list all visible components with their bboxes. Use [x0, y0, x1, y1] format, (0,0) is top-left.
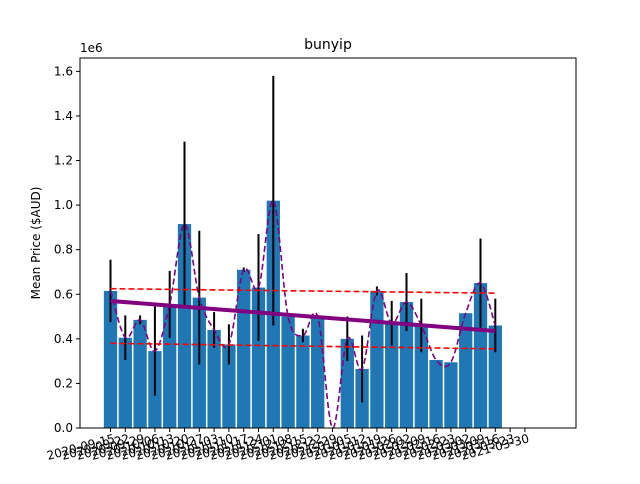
bar [444, 362, 458, 428]
bar [459, 313, 473, 428]
bar [340, 338, 354, 428]
y-tick-label: 1.0 [54, 198, 73, 212]
bar [118, 337, 132, 428]
bar [103, 290, 118, 428]
y-scale-label: 1e6 [80, 41, 103, 55]
lines-layer [109, 199, 497, 429]
y-tick-label: 0.2 [54, 376, 73, 390]
bar [177, 224, 192, 428]
bar [488, 325, 502, 428]
y-tick-label: 1.6 [54, 64, 73, 78]
bar [163, 304, 177, 428]
y-axis-label: Mean Price ($AUD) [29, 187, 43, 300]
y-tick-label: 1.4 [54, 109, 73, 123]
bar [385, 323, 399, 428]
bar [370, 290, 384, 428]
bar [399, 302, 414, 428]
y-tick-label: 0.0 [54, 421, 73, 435]
bar [222, 344, 236, 428]
y-tick-label: 1.2 [54, 154, 73, 168]
y-axis: 0.0 0.2 0.4 0.6 0.8 1.0 1.2 1.4 1.6 [54, 64, 80, 435]
chart-title: bunyip [304, 37, 352, 53]
y-tick-label: 0.4 [54, 332, 73, 346]
bar [414, 325, 428, 428]
upper-bound-line [110, 287, 496, 294]
bar [237, 269, 251, 428]
trend-line [110, 298, 496, 334]
y-tick-label: 0.6 [54, 287, 73, 301]
bar [207, 329, 221, 428]
y-tick-label: 0.8 [54, 243, 73, 257]
bar [281, 316, 295, 428]
interpolation-line [109, 199, 497, 429]
bar [473, 283, 488, 428]
bar [251, 287, 266, 428]
lower-bound-line [110, 342, 496, 350]
axes-frame [79, 57, 577, 429]
x-axis: 2020-09-152020-09-222020-09-292020-10-06… [45, 428, 531, 463]
bar [429, 360, 443, 428]
bar [311, 316, 325, 428]
bars-layer [103, 200, 502, 428]
bar [296, 335, 310, 428]
bar [133, 319, 147, 428]
